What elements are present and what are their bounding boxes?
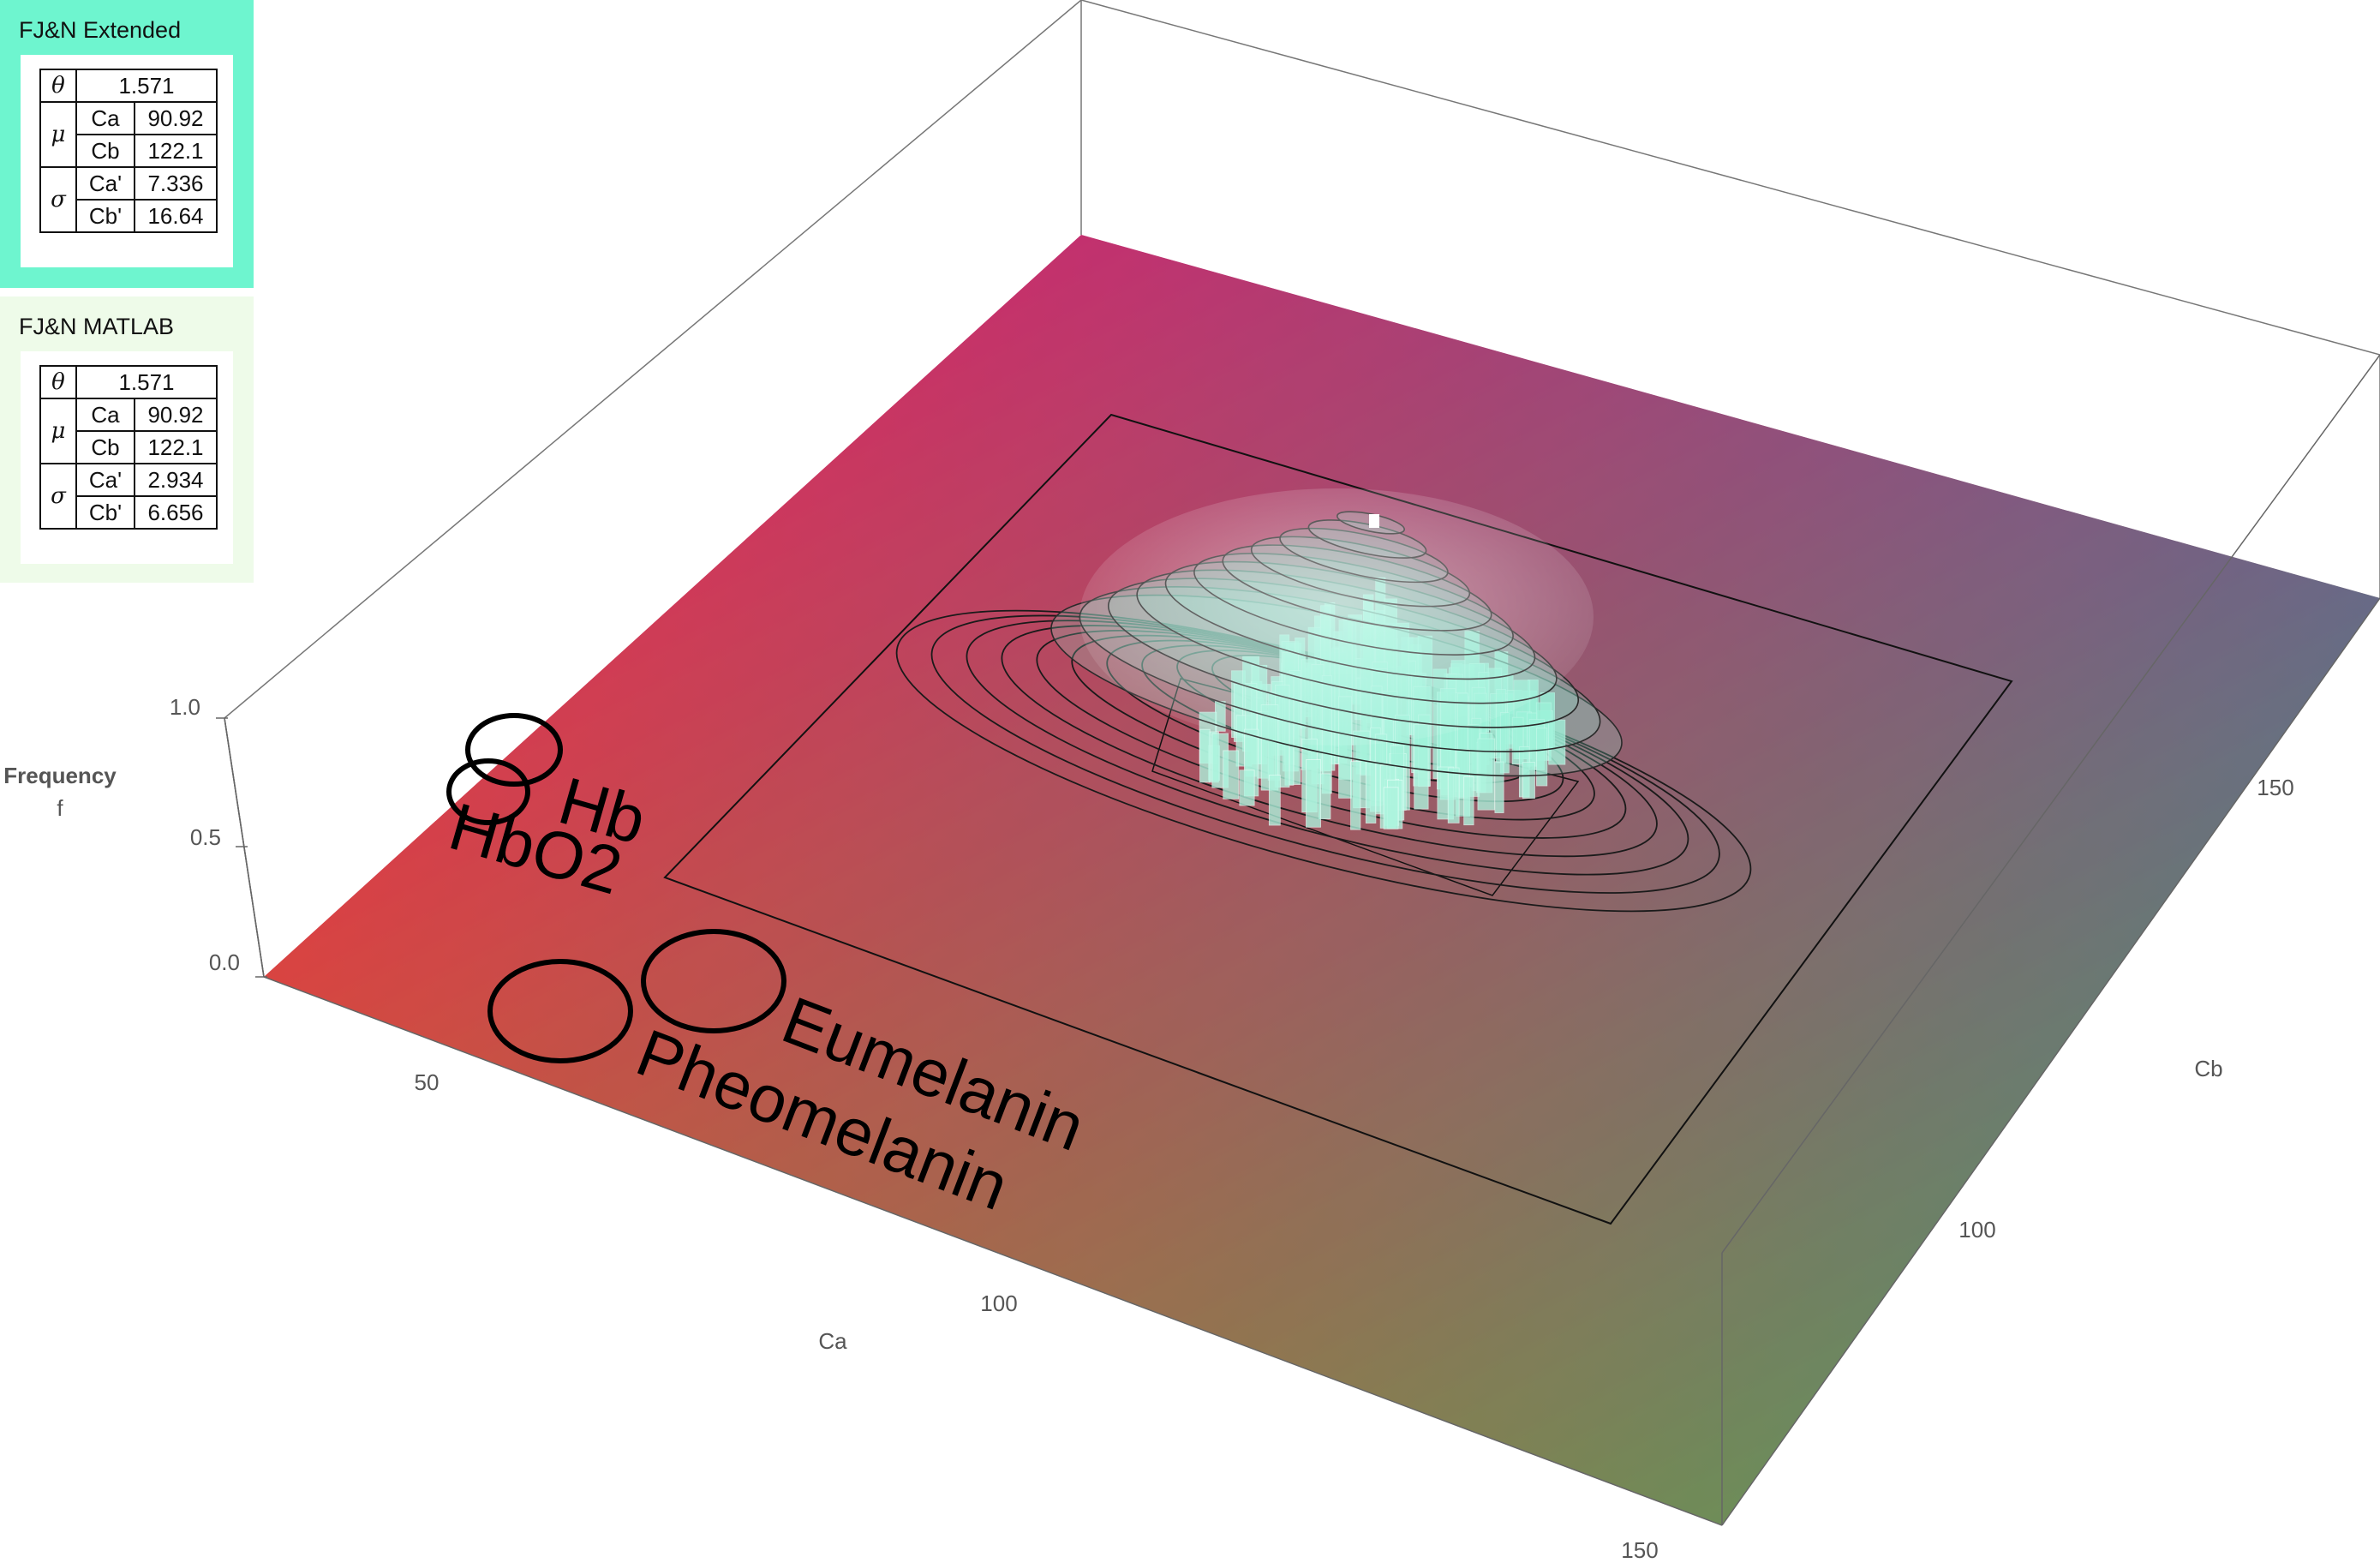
histogram-bar <box>1463 776 1474 826</box>
z-axis-label: Frequency <box>3 763 117 788</box>
histogram-bar <box>1306 759 1321 828</box>
z-tick-1: 0.5 <box>190 824 221 850</box>
sigma-value: 16.64 <box>134 199 218 233</box>
mu-name: Ca <box>75 398 135 432</box>
ca-tick-100: 100 <box>980 1291 1017 1316</box>
mu-symbol: μ <box>39 101 77 168</box>
histogram-bar <box>1383 787 1399 829</box>
mu-name: Cb <box>75 134 135 168</box>
eumelanin-marker <box>641 929 786 1033</box>
sigma-value: 6.656 <box>134 495 218 530</box>
sigma-value: 2.934 <box>134 463 218 497</box>
surface-peak-marker <box>1369 514 1379 528</box>
theta-symbol: θ <box>39 69 77 103</box>
floor-plane <box>264 235 2380 1525</box>
surface-sheen <box>1079 488 1594 746</box>
sigma-value: 7.336 <box>134 166 218 201</box>
skin-markers <box>446 713 786 1063</box>
histogram-bar <box>1199 728 1211 783</box>
z-axis: 0.0 0.5 1.0 Frequency f <box>3 694 267 978</box>
histogram-bar <box>1365 760 1377 823</box>
mu-value: 90.92 <box>134 398 218 432</box>
mu-value: 122.1 <box>134 134 218 168</box>
mu-value: 122.1 <box>134 430 218 464</box>
histogram-bar <box>1536 728 1548 787</box>
mu-name: Cb <box>75 430 135 464</box>
z-axis-label-sub: f <box>57 795 63 821</box>
sigma-name: Cb' <box>75 199 135 233</box>
sigma-name: Ca' <box>75 463 135 497</box>
ca-tick-50: 50 <box>415 1069 440 1095</box>
histogram-bar <box>1239 770 1255 806</box>
pheomelanin-marker <box>487 959 633 1063</box>
sigma-name: Cb' <box>75 495 135 530</box>
mu-name: Ca <box>75 101 135 135</box>
cb-axis: 100 150 Cb <box>1958 775 2293 1243</box>
theta-symbol: θ <box>39 365 77 399</box>
ca-axis-label: Ca <box>818 1328 847 1354</box>
floor-frame-outer <box>663 413 2013 1225</box>
sigma-symbol: σ <box>39 166 77 233</box>
theta-value: 1.571 <box>75 365 218 399</box>
histogram-bar <box>1223 750 1240 799</box>
panel-title: FJ&N MATLAB <box>19 314 175 339</box>
param-table: θ 1.571 μ Ca 90.92 Cb 122.1 σ Ca' 2.934 … <box>39 365 218 530</box>
param-table: θ 1.571 μ Ca 90.92 Cb 122.1 σ Ca' 7.336 … <box>39 69 218 233</box>
param-panel-matlab: FJ&N MATLAB θ 1.571 μ Ca 90.92 Cb 122.1 … <box>0 296 254 583</box>
z-tick-2: 1.0 <box>170 694 200 720</box>
param-panel-extended: FJ&N Extended θ 1.571 μ Ca 90.92 Cb 122.… <box>0 0 254 288</box>
histogram-bar <box>1522 762 1535 799</box>
ca-tick-150: 150 <box>1621 1537 1658 1563</box>
hbo2-marker <box>446 758 530 825</box>
cb-tick-150: 150 <box>2257 775 2293 800</box>
histogram-bar <box>1350 761 1361 830</box>
hb-marker <box>465 713 563 787</box>
z-tick-0: 0.0 <box>209 949 240 975</box>
ca-axis: 50 100 150 Ca <box>415 1069 1659 1563</box>
panel-inner: θ 1.571 μ Ca 90.92 Cb 122.1 σ Ca' 7.336 … <box>21 55 233 267</box>
panel-title: FJ&N Extended <box>19 17 182 43</box>
cb-tick-100: 100 <box>1958 1217 1995 1243</box>
mu-symbol: μ <box>39 398 77 464</box>
sigma-name: Ca' <box>75 166 135 201</box>
cb-axis-label: Cb <box>2194 1056 2222 1081</box>
theta-value: 1.571 <box>75 69 218 103</box>
histogram-bar <box>1447 767 1460 823</box>
histogram-bar <box>1268 775 1281 826</box>
panel-inner: θ 1.571 μ Ca 90.92 Cb 122.1 σ Ca' 2.934 … <box>21 351 233 564</box>
sigma-symbol: σ <box>39 463 77 530</box>
gaussian-surface <box>1050 488 1623 777</box>
histogram-bar <box>1494 761 1504 813</box>
mu-value: 90.92 <box>134 101 218 135</box>
